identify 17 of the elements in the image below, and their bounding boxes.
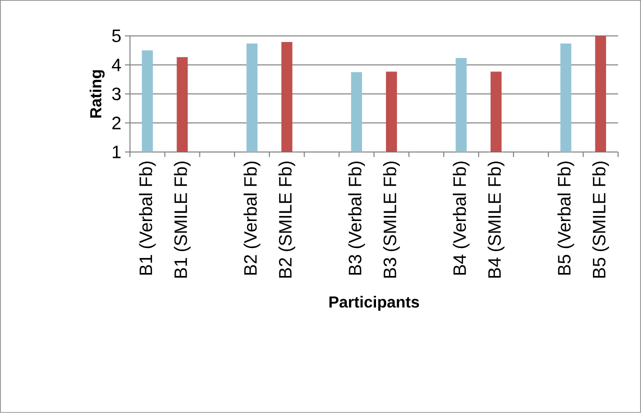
x-tick-label: B3 (Verbal Fb) — [348, 162, 365, 275]
x-axis-title: Participants — [329, 296, 419, 311]
x-tick-label: B1 (SMILE Fb) — [174, 162, 191, 278]
y-axis-title: Rating — [90, 70, 105, 118]
y-tick-label: 4 — [112, 58, 121, 72]
x-tick-label: B3 (SMILE Fb) — [383, 162, 400, 278]
x-tick-label: B5 (Verbal Fb) — [557, 162, 574, 275]
x-tick-label: B1 (Verbal Fb) — [139, 162, 156, 275]
x-tick-label: B4 (SMILE Fb) — [488, 162, 504, 278]
y-tick-label: 2 — [112, 116, 121, 130]
x-tick-label: B4 (Verbal Fb) — [452, 162, 470, 275]
y-tick-label: 3 — [112, 88, 121, 100]
y-tick-label: 5 — [112, 30, 121, 42]
y-tick-label: 1 — [112, 146, 121, 158]
x-tick-label: B2 (Verbal Fb) — [244, 162, 260, 275]
x-tick-label: B5 (SMILE Fb) — [592, 162, 610, 278]
x-tick-label: B2 (SMILE Fb) — [278, 162, 296, 278]
